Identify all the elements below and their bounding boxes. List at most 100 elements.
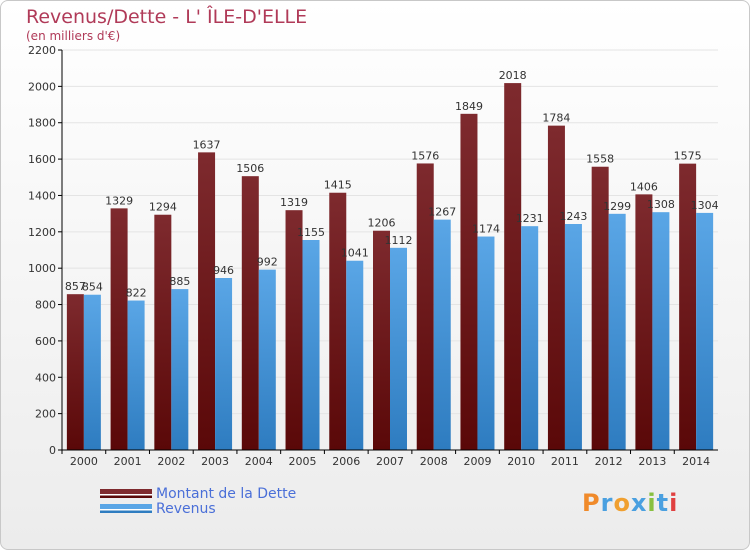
data-label-revenue: 1243 — [559, 210, 587, 223]
bar-revenue — [302, 240, 320, 450]
data-label-revenue: 1304 — [691, 199, 719, 212]
logo-letter: r — [600, 489, 614, 517]
data-label-debt: 1415 — [324, 179, 352, 192]
y-tick-label: 2200 — [28, 44, 56, 57]
bar-debt — [329, 192, 347, 450]
bar-revenue — [564, 224, 582, 450]
data-label-debt: 1406 — [630, 180, 658, 193]
data-label-revenue: 992 — [257, 256, 278, 269]
x-tick-label: 2006 — [332, 455, 360, 468]
logo-letter: x — [630, 489, 648, 517]
data-label-debt: 1206 — [368, 217, 396, 230]
y-tick-label: 1800 — [28, 117, 56, 130]
bar-debt — [198, 152, 216, 450]
bar-debt — [504, 83, 522, 450]
data-label-revenue: 885 — [169, 275, 190, 288]
proxiti-logo: Proxiti — [582, 489, 678, 517]
legend-label-revenue: Revenus — [156, 500, 216, 517]
bar-debt — [285, 210, 303, 450]
x-tick-label: 2007 — [376, 455, 404, 468]
bar-revenue — [608, 213, 626, 450]
x-tick-label: 2008 — [420, 455, 448, 468]
data-label-revenue: 854 — [82, 281, 103, 294]
bar-revenue — [433, 219, 451, 450]
y-tick-label: 800 — [35, 299, 56, 312]
logo-letter: o — [613, 489, 631, 517]
bar-debt — [635, 194, 653, 450]
bar-debt — [373, 230, 390, 450]
data-label-debt: 2018 — [499, 69, 527, 82]
bar-revenue — [171, 289, 189, 450]
logo-letter: t — [656, 489, 670, 517]
bar-revenue — [215, 278, 233, 450]
data-label-debt: 1294 — [149, 201, 177, 214]
bar-revenue — [521, 226, 539, 450]
x-tick-label: 2013 — [638, 455, 666, 468]
bar-debt — [460, 113, 478, 451]
y-tick-label: 1200 — [28, 226, 56, 239]
bar-debt — [547, 125, 565, 451]
data-label-debt: 1329 — [105, 194, 133, 207]
data-label-revenue: 1041 — [341, 247, 369, 260]
legend-swatch-revenue — [100, 504, 152, 513]
bar-revenue — [696, 212, 714, 450]
y-tick-label: 2000 — [28, 80, 56, 93]
data-label-revenue: 1155 — [297, 226, 325, 239]
x-tick-label: 2009 — [463, 455, 491, 468]
y-tick-label: 0 — [49, 444, 56, 457]
bar-revenue — [346, 260, 364, 450]
y-tick-label: 200 — [35, 408, 56, 421]
data-label-revenue: 1299 — [603, 200, 631, 213]
bar-revenue — [83, 294, 101, 450]
x-tick-label: 2010 — [507, 455, 535, 468]
chart-title: Revenus/Dette - L' ÎLE-D'ELLE — [26, 6, 308, 28]
x-tick-label: 2011 — [551, 455, 579, 468]
logo-letter: P — [582, 489, 601, 517]
bar-debt — [66, 294, 84, 450]
data-label-debt: 1506 — [236, 162, 264, 175]
x-tick-label: 2003 — [201, 455, 229, 468]
logo-letter: i — [647, 489, 657, 517]
data-label-revenue: 1112 — [385, 234, 413, 247]
legend-swatch-debt — [100, 489, 152, 498]
x-tick-label: 2002 — [157, 455, 185, 468]
bar-revenue — [652, 212, 670, 450]
y-tick-label: 1400 — [28, 189, 56, 202]
bar-revenue — [477, 236, 495, 450]
x-tick-label: 2001 — [114, 455, 142, 468]
legend-label-debt: Montant de la Dette — [156, 485, 297, 502]
data-label-revenue: 1174 — [472, 223, 500, 236]
y-tick-label: 400 — [35, 371, 56, 384]
chart-subtitle: (en milliers d'€) — [26, 29, 121, 43]
bar-debt — [110, 208, 128, 450]
data-label-debt: 1319 — [280, 196, 308, 209]
x-tick-label: 2012 — [595, 455, 623, 468]
bar-revenue — [390, 247, 407, 450]
logo-letter: i — [669, 489, 679, 517]
bar-debt — [679, 163, 697, 451]
bar-revenue — [127, 300, 145, 450]
y-tick-label: 1600 — [28, 153, 56, 166]
legend: Montant de la Dette Revenus — [100, 485, 297, 517]
data-label-debt: 1576 — [411, 149, 439, 162]
bar-debt — [154, 214, 172, 450]
data-label-debt: 1784 — [542, 112, 570, 125]
x-tick-label: 2014 — [682, 455, 710, 468]
data-label-revenue: 822 — [126, 287, 147, 300]
x-tick-label: 2000 — [70, 455, 98, 468]
data-label-revenue: 1267 — [428, 206, 456, 219]
x-tick-label: 2004 — [245, 455, 273, 468]
bar-debt — [591, 166, 609, 450]
y-tick-label: 1000 — [28, 262, 56, 275]
legend-item-revenue: Revenus — [100, 500, 296, 517]
data-label-debt: 1637 — [193, 138, 221, 151]
data-label-revenue: 946 — [213, 264, 234, 277]
x-tick-label: 2005 — [289, 455, 317, 468]
data-label-revenue: 1308 — [647, 198, 675, 211]
legend-item-debt: Montant de la Dette — [100, 485, 297, 502]
bar-debt — [241, 176, 259, 450]
data-label-debt: 857 — [65, 280, 86, 293]
data-label-debt: 1575 — [674, 150, 702, 163]
data-label-debt: 1558 — [586, 153, 614, 166]
